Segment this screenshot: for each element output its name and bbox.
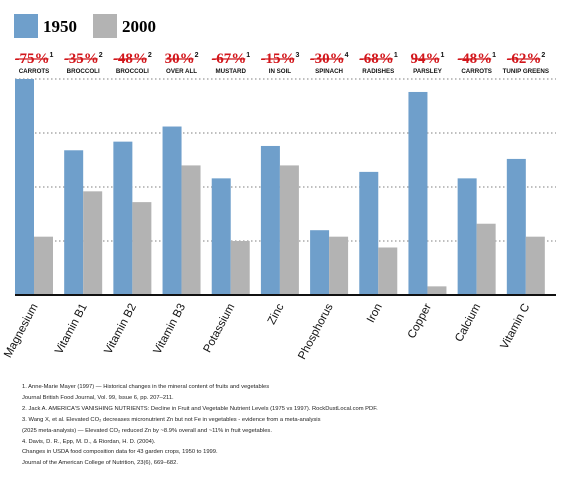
annotation-caption: CARROTS — [461, 68, 492, 75]
legend-label-2000: 2000 — [122, 17, 156, 36]
bar-1950-vitamin-b3 — [162, 126, 182, 296]
annotation-caption: CARROTS — [19, 68, 50, 75]
bar-1950-iron — [359, 171, 379, 295]
footnote-line: Changes in USDA food composition data fo… — [22, 449, 218, 456]
bar-2000-vitamin-b2 — [132, 202, 152, 295]
annotation-caption: IN SOIL — [269, 68, 292, 75]
footnote-line: 4. Davis, D. R., Epp, M. D., & Riordan, … — [22, 438, 156, 445]
annotation-caption: OVER ALL — [166, 68, 197, 75]
x-tick-label: Vitamin B3 — [152, 302, 189, 357]
bar-2000-vitamin-b3 — [181, 165, 201, 295]
annotations: -75%1CARROTS-35%2BROCCOLI-48%2BROCCOLI30… — [15, 51, 549, 75]
bars — [15, 79, 545, 296]
x-tick-label: Potassium — [202, 302, 238, 355]
footnote-line: 3. Wang X, et al. Elevated CO₂ decreases… — [22, 416, 321, 423]
x-tick-label: Vitamin B2 — [102, 302, 139, 357]
bar-2000-copper — [427, 286, 447, 295]
x-tick-label: Zinc — [266, 302, 287, 327]
bar-1950-potassium — [211, 178, 231, 295]
x-tick-label: Phosphorus — [296, 302, 336, 362]
annotation-caption: MUSTARD — [215, 68, 246, 75]
bar-2000-vitamin-c — [525, 236, 545, 295]
annotation-caption: TUNIP GREENS — [503, 68, 549, 75]
bar-1950-magnesium — [15, 79, 34, 295]
annotation-footnote-ref: 2 — [195, 52, 199, 59]
annotation-caption: PARSLEY — [413, 68, 443, 75]
legend: 1950 2000 — [14, 14, 156, 38]
x-tick-label: Copper — [406, 302, 434, 341]
footnote-line: (2025 meta-analysis) — Elevated CO₂ redu… — [22, 427, 272, 434]
legend-swatch-2000 — [93, 14, 117, 38]
bar-1950-vitamin-b1 — [64, 150, 84, 295]
annotation-footnote-ref: 3 — [295, 52, 299, 59]
annotation-footnote-ref: 1 — [246, 52, 250, 59]
bar-1950-vitamin-b2 — [113, 141, 133, 295]
footnote-line: Journal British Food Journal, Vol. 99, I… — [22, 394, 174, 401]
x-tick-label: Iron — [365, 302, 385, 325]
x-tick-label: Vitamin B1 — [53, 302, 90, 357]
bar-1950-calcium — [457, 178, 477, 295]
annotation-footnote-ref: 2 — [541, 52, 545, 59]
legend-label-1950: 1950 — [43, 17, 77, 36]
bar-2000-iron — [378, 247, 398, 295]
bar-2000-magnesium — [34, 236, 53, 295]
annotation-footnote-ref: 1 — [441, 52, 445, 59]
bar-1950-zinc — [260, 145, 280, 295]
bar-1950-phosphorus — [310, 230, 330, 295]
bar-2000-potassium — [230, 241, 250, 295]
annotation-footnote-ref: 1 — [394, 52, 398, 59]
bar-2000-vitamin-b1 — [83, 191, 103, 295]
bar-2000-phosphorus — [329, 236, 349, 295]
footnote-line: Journal of the American College of Nutri… — [22, 460, 178, 467]
bar-1950-vitamin-c — [506, 158, 526, 295]
annotation-footnote-ref: 1 — [492, 52, 496, 59]
footnote-line: 2. Jack A. AMERICA'S VANISHING NUTRIENTS… — [22, 405, 378, 412]
annotation-caption: BROCCOLI — [67, 68, 100, 75]
annotation-caption: BROCCOLI — [116, 68, 149, 75]
bar-2000-calcium — [476, 223, 496, 295]
chart: 1950 2000 -75%1CARROTS-35%2BROCCOLI-48%2… — [2, 14, 556, 362]
legend-swatch-1950 — [14, 14, 38, 38]
x-tick-label: Magnesium — [2, 302, 41, 360]
annotation-footnote-ref: 4 — [345, 52, 349, 59]
annotation-caption: RADISHES — [362, 68, 394, 75]
x-axis-labels: Magnesium Vitamin B1 Vitamin B2 Vitamin B3 P… — [2, 302, 532, 362]
x-tick-label: Vitamin C — [499, 302, 533, 351]
footnote-line: 1. Anne-Marie Mayer (1997) — Historical … — [22, 384, 270, 390]
annotation-footnote-ref: 1 — [50, 52, 54, 59]
annotation-footnote-ref: 2 — [99, 52, 103, 59]
x-tick-label: Calcium — [453, 302, 483, 344]
bar-2000-zinc — [279, 165, 299, 295]
footnotes: 1. Anne-Marie Mayer (1997) — Historical … — [22, 382, 562, 469]
annotation-caption: SPINACH — [315, 68, 343, 75]
bar-1950-copper — [408, 91, 428, 296]
annotation-footnote-ref: 2 — [148, 52, 152, 59]
